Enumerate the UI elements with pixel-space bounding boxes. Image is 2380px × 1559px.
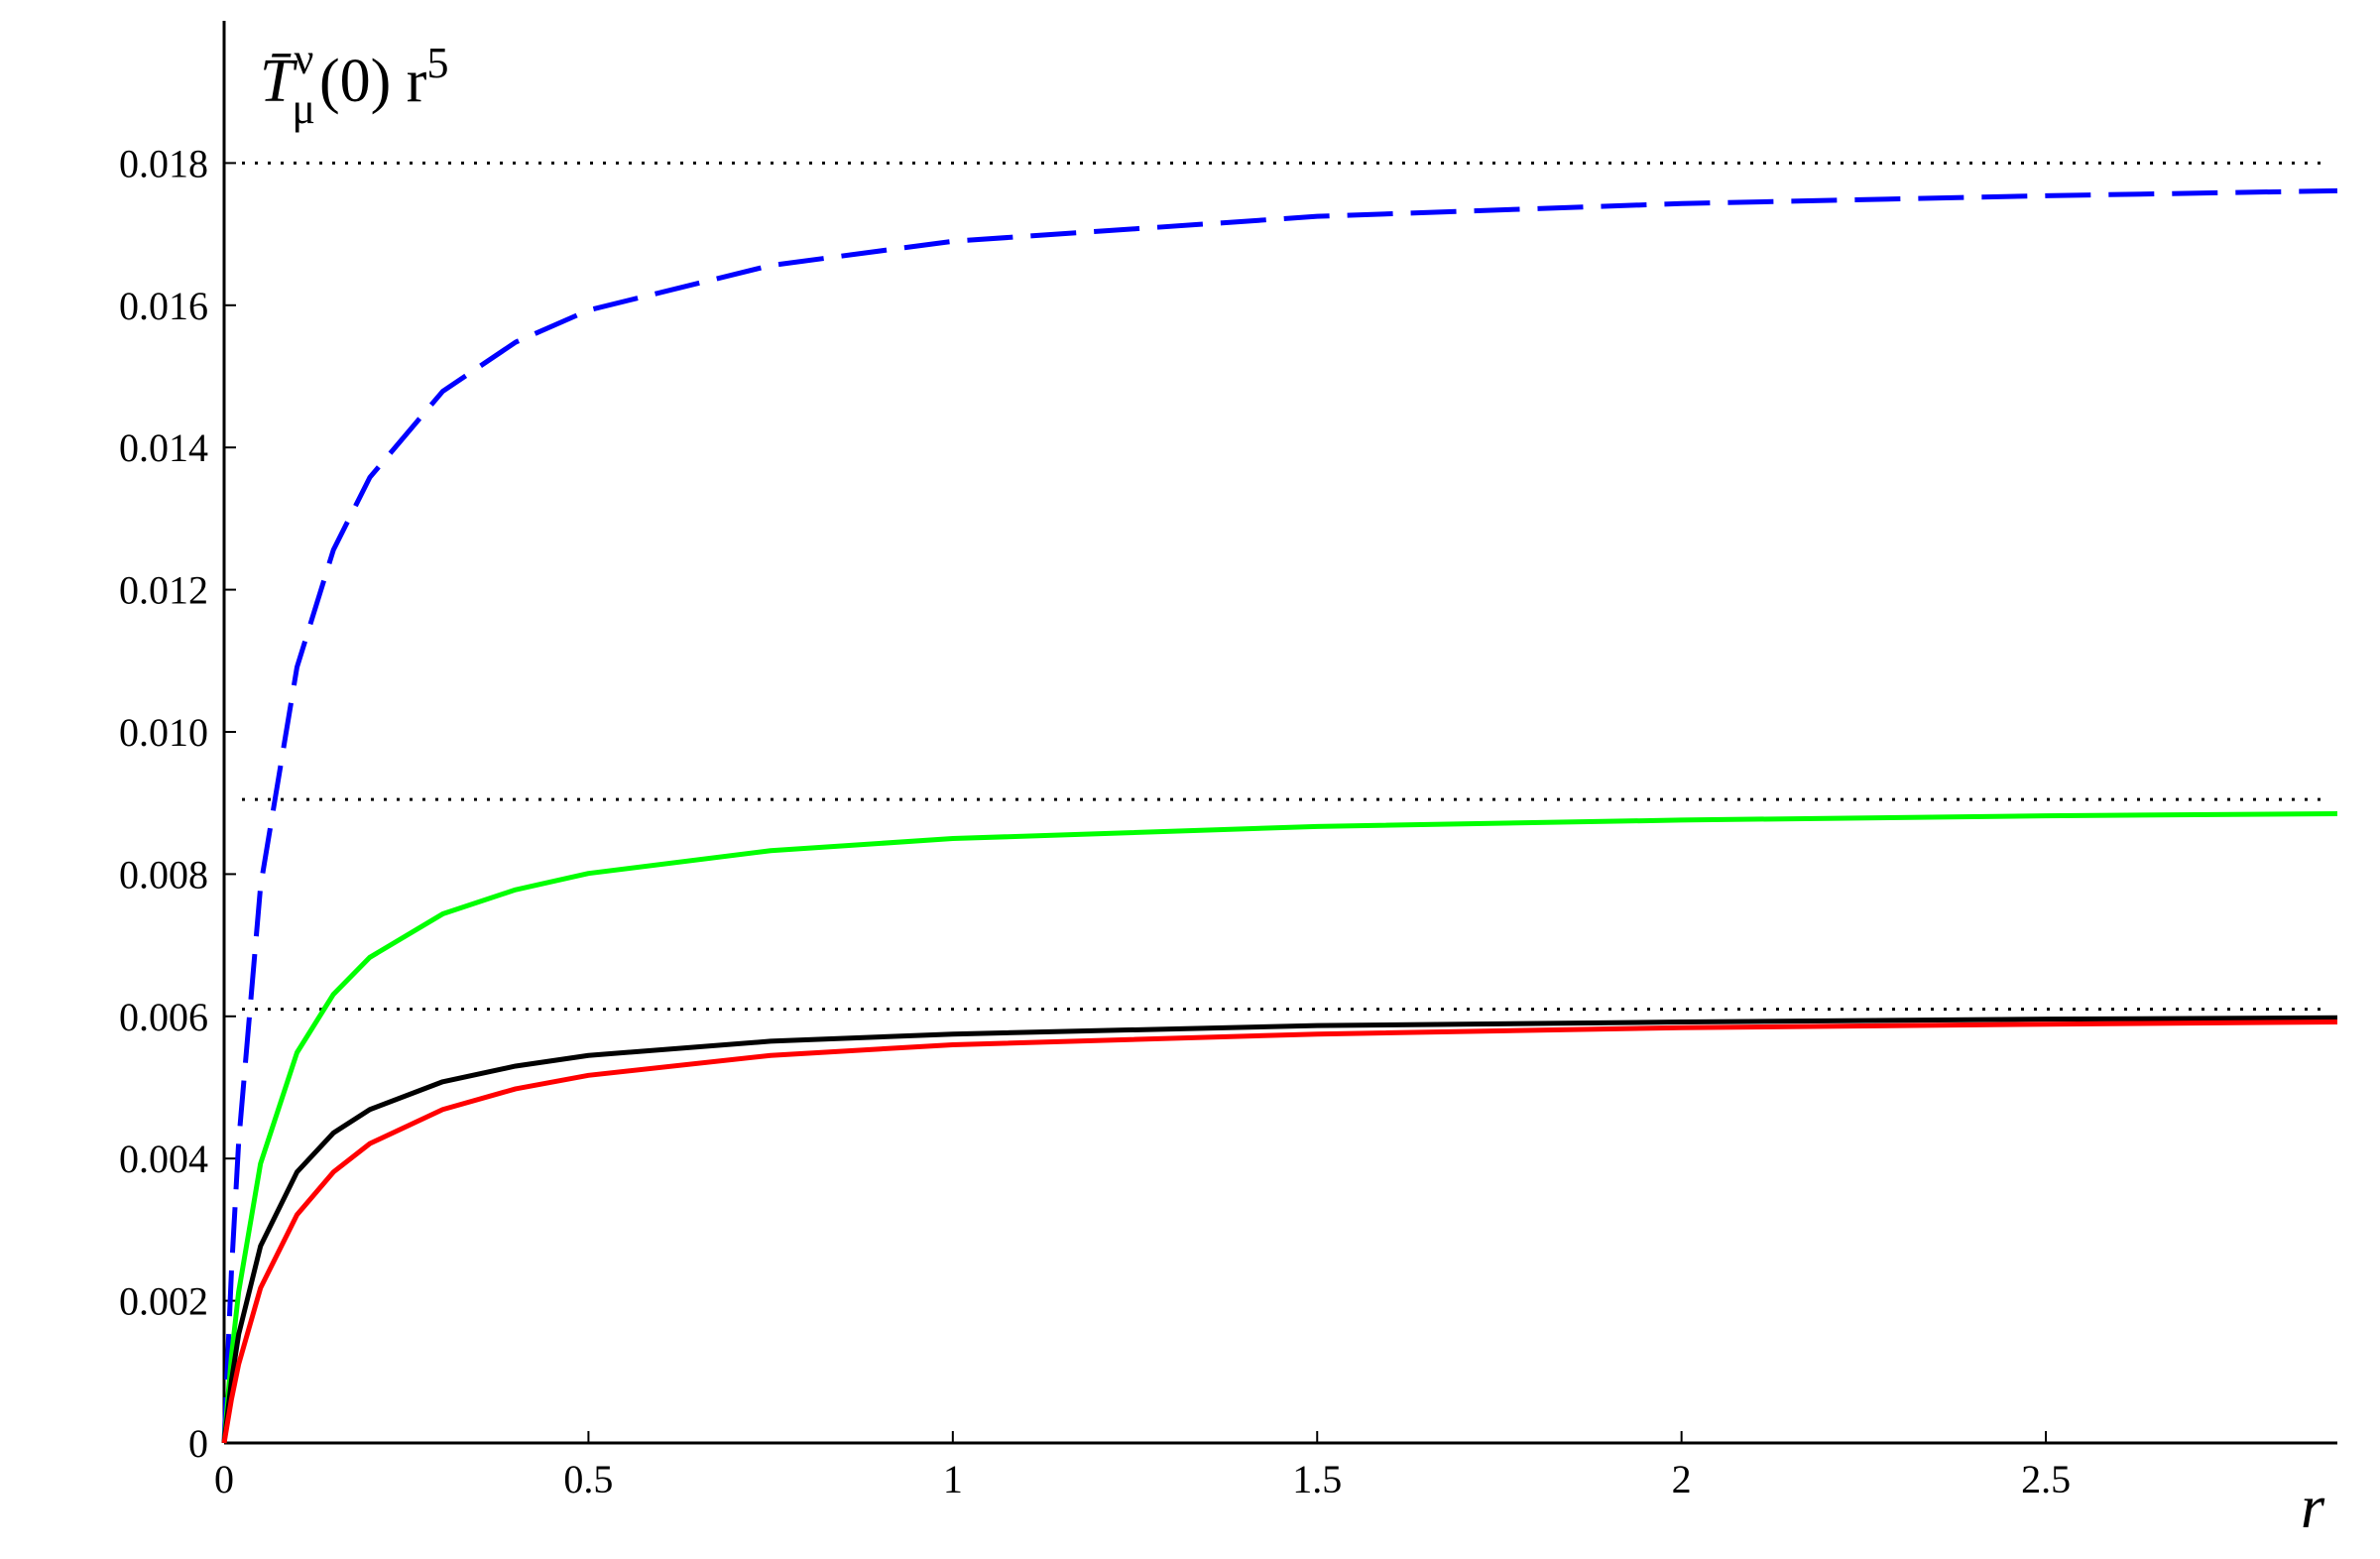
x-tick-label: 1 [943,1457,963,1501]
y-tick-label: 0.018 [119,141,208,185]
x-tick-label: 2 [1672,1457,1692,1501]
y-tick-label: 0.014 [119,425,208,470]
y-label-sup: ν [294,35,313,83]
x-tick-label: 0.5 [563,1457,613,1501]
y-label-sub: μ [292,84,315,133]
y-axis-label: T̄ν μ(0) r5 [260,35,448,133]
x-tick-label: 2.5 [2021,1457,2071,1501]
x-axis-label: r [2301,1474,2325,1541]
y-label-rest: (0) r [319,48,427,115]
y-label-power: 5 [426,39,448,87]
y-label-base: T̄ [260,48,298,115]
series-line [221,1015,2338,1444]
y-tick-label: 0 [188,1421,208,1466]
series-line [221,187,2338,1444]
y-tick-label: 0.004 [119,1137,208,1181]
y-tick-label: 0.010 [119,710,208,755]
series-line [221,810,2338,1444]
series-line [221,1019,2338,1444]
y-tick-label: 0.008 [119,852,208,897]
y-tick-label: 0.016 [119,284,208,328]
x-tick-label: 0 [214,1457,234,1501]
x-tick-label: 1.5 [1292,1457,1342,1501]
y-tick-label: 0.002 [119,1279,208,1324]
y-tick-label: 0.012 [119,568,208,613]
y-tick-label: 0.006 [119,995,208,1039]
